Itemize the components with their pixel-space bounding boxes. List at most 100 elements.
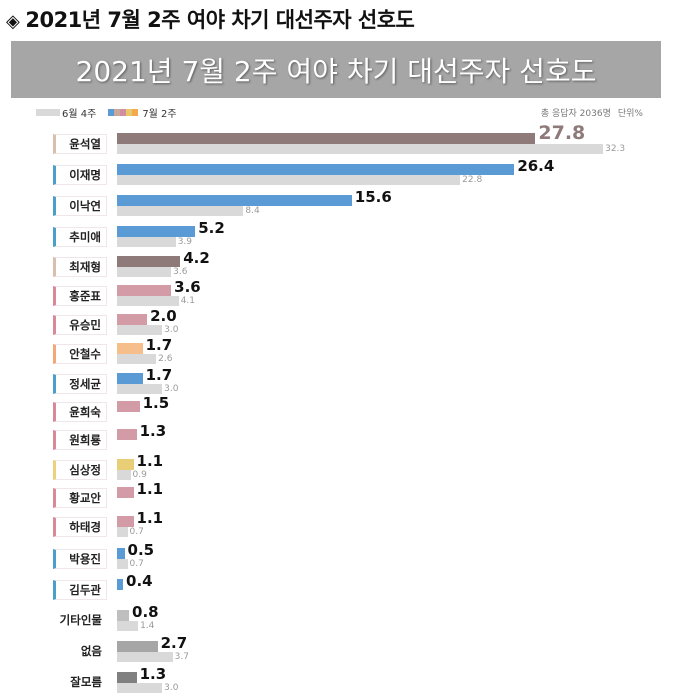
bar-previous: [117, 144, 604, 154]
bar-previous: [117, 237, 176, 247]
bar-current: [117, 195, 352, 206]
chart-row: 최재형 3.6 4.2: [0, 249, 679, 282]
chart-banner: 2021년 7월 2주 여야 차기 대선주자 선호도: [11, 41, 661, 98]
value-current: 1.3: [139, 665, 167, 683]
value-previous: 3.9: [177, 237, 193, 247]
value-current: 2.0: [150, 307, 177, 325]
value-current: 3.6: [174, 278, 201, 296]
bar-current: [117, 610, 130, 621]
chart-row: 홍준표 4.1 3.6: [0, 278, 679, 311]
value-previous: 2.6: [158, 354, 173, 364]
chart-row: 없음 3.7 2.7: [0, 634, 679, 667]
chart-row: 정세균 3.0 1.7: [0, 366, 679, 399]
candidate-label: 심상정: [53, 460, 107, 480]
candidate-label: 정세균: [53, 374, 107, 394]
legend-swatch-cur: [108, 109, 139, 116]
legend-label-cur: 7월 2주: [142, 109, 177, 120]
value-previous: 32.3: [605, 144, 626, 154]
chart-row: 심상정 0.9 1.1: [0, 452, 679, 485]
chart-row: 기타인물 1.4 0.8: [0, 603, 679, 636]
value-current: 1.1: [136, 452, 164, 470]
bar-current: [117, 641, 158, 652]
chart-row: 윤희숙 1.5: [0, 394, 679, 427]
value-current: 5.2: [198, 219, 225, 237]
value-previous: 3.0: [164, 384, 179, 394]
value-previous: 3.0: [164, 325, 179, 335]
bar-previous: [117, 267, 172, 277]
value-previous: 0.9: [132, 470, 147, 480]
candidate-label: 없음: [80, 644, 102, 658]
value-previous: 0.7: [129, 559, 144, 569]
value-previous: 3.6: [173, 267, 188, 277]
value-current: 0.5: [127, 541, 155, 559]
chart-row: 유승민 3.0 2.0: [0, 307, 679, 340]
bar-previous: [117, 206, 244, 216]
bar-current: [117, 516, 134, 527]
bar-current: [117, 256, 181, 267]
bar-previous: [117, 621, 139, 631]
bar-current: [117, 164, 515, 175]
candidate-label: 유승민: [53, 315, 107, 335]
value-previous: 0.7: [129, 527, 144, 537]
chart-row: 이재명 22.8 26.4: [0, 157, 679, 190]
candidate-label: 홍준표: [53, 286, 107, 306]
bar-current: [117, 459, 134, 470]
chart-row: 추미애 3.9 5.2: [0, 219, 679, 252]
candidate-label: 이낙연: [53, 196, 107, 216]
value-current: 15.6: [354, 188, 392, 206]
value-current: 1.7: [145, 366, 173, 384]
candidate-label: 박용진: [53, 549, 107, 569]
value-current: 26.4: [517, 157, 555, 175]
page-title-text: 2021년 7월 2주 여야 차기 대선주자 선호도: [25, 8, 415, 32]
chart-row: 원희룡 1.3: [0, 422, 679, 455]
value-previous: 1.4: [140, 621, 155, 631]
bar-previous: [117, 325, 163, 335]
bar-current: [117, 579, 124, 590]
bar-current: [117, 314, 148, 325]
bar-current: [117, 226, 196, 237]
bar-current: [117, 429, 137, 440]
bar-previous: [117, 175, 461, 185]
candidate-label: 잘모름: [70, 675, 102, 689]
candidate-label: 하태경: [53, 517, 107, 537]
value-current: 1.3: [139, 422, 167, 440]
chart-row: 김두관 0.4: [0, 572, 679, 605]
chart-row: 하태경 0.7 1.1: [0, 509, 679, 542]
candidate-label: 윤석열: [53, 134, 107, 154]
value-current: 1.1: [136, 480, 164, 498]
chart-title: 2021년 7월 2주 여야 차기 대선주자 선호도: [75, 54, 597, 88]
bar-current: [117, 343, 143, 354]
bar-current: [117, 133, 536, 144]
bar-current: [117, 401, 140, 412]
bar-previous: [117, 527, 128, 537]
respondents-note: 총 응답자 2036명: [540, 109, 611, 119]
candidate-label: 황교안: [53, 488, 107, 508]
bar-previous: [117, 652, 173, 662]
legend-swatch-prev: [36, 109, 60, 116]
value-previous: 4.1: [180, 296, 196, 306]
bar-current: [117, 285, 172, 296]
chart-meta: 총 응답자 2036명 단위%: [541, 106, 643, 119]
candidate-label: 김두관: [53, 580, 107, 600]
value-current: 27.8: [538, 122, 586, 144]
bar-previous: [117, 470, 131, 480]
candidate-label: 기타인물: [59, 613, 102, 627]
legend-label-prev: 6월 4주: [62, 109, 97, 120]
chart-row: 윤석열 32.3 27.8: [0, 122, 679, 159]
value-current: 1.5: [142, 394, 170, 412]
diamond-bullet-icon: ◈: [6, 11, 20, 32]
value-current: 2.7: [160, 634, 188, 652]
value-current: 1.7: [145, 336, 173, 354]
bar-previous: [117, 384, 163, 394]
value-current: 4.2: [183, 249, 210, 267]
candidate-label: 원희룡: [53, 430, 107, 450]
value-current: 1.1: [136, 509, 164, 527]
value-previous: 3.0: [164, 683, 179, 693]
bar-current: [117, 487, 134, 498]
value-current: 0.8: [132, 603, 159, 621]
bar-previous: [117, 683, 163, 693]
bar-previous: [117, 354, 157, 364]
chart-row: 황교안 1.1: [0, 480, 679, 513]
candidate-label: 추미애: [53, 227, 107, 247]
bar-previous: [117, 296, 179, 306]
